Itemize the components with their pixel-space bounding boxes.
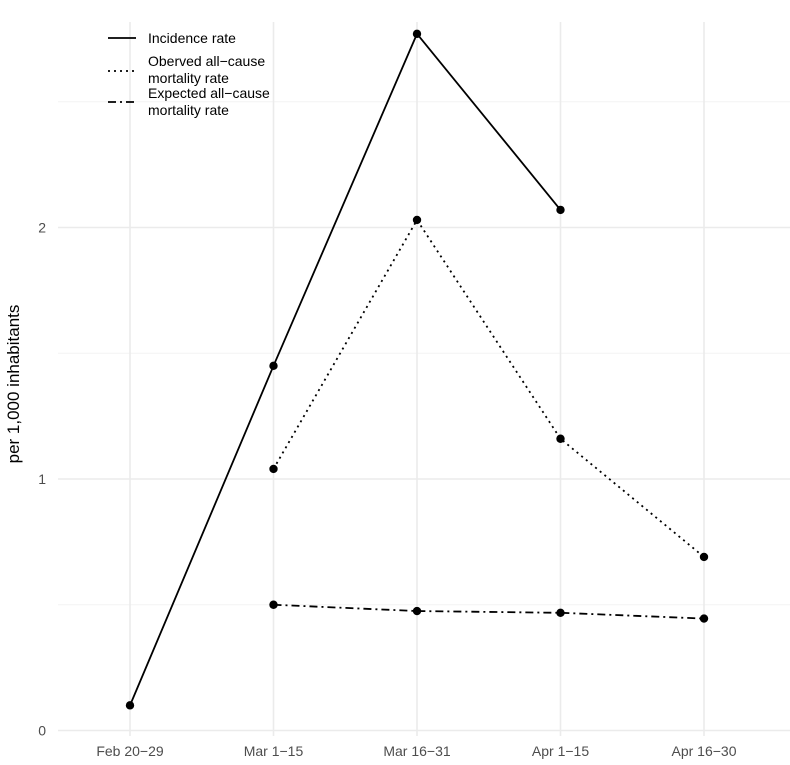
legend-label: Oberved all−cause: [148, 53, 265, 69]
data-point: [699, 552, 709, 562]
x-tick-label: Apr 1−15: [532, 743, 589, 759]
legend-label: Expected all−cause: [148, 85, 270, 101]
legend-label: mortality rate: [148, 102, 229, 118]
data-point: [412, 215, 422, 225]
series-1: [269, 215, 709, 562]
data-point: [412, 29, 422, 39]
y-tick-label: 2: [38, 220, 46, 236]
x-tick-label: Mar 1−15: [244, 743, 304, 759]
y-axis: 0 1 2: [38, 220, 46, 739]
grid: [58, 22, 790, 736]
data-point: [556, 205, 565, 215]
series-line: [273, 603, 705, 620]
x-tick-label: Apr 16−30: [672, 743, 737, 759]
series-0: [125, 29, 565, 710]
data-point: [125, 701, 135, 710]
data-point: [556, 608, 565, 617]
legend-label: mortality rate: [148, 70, 229, 86]
y-tick-label: 0: [38, 723, 46, 739]
legend-label: Incidence rate: [148, 30, 236, 46]
y-tick-label: 1: [38, 471, 46, 487]
x-tick-label: Feb 20−29: [96, 743, 164, 759]
x-tick-label: Mar 16−31: [383, 743, 451, 759]
y-axis-title: per 1,000 inhabitants: [4, 305, 23, 464]
data-point: [269, 600, 278, 609]
data-point: [412, 606, 422, 616]
series-layer: [125, 29, 709, 710]
series-2: [269, 600, 709, 623]
data-point: [699, 614, 709, 623]
series-line: [129, 32, 562, 706]
data-point: [269, 464, 278, 474]
data-point: [269, 361, 278, 371]
data-point: [556, 434, 565, 443]
series-line: [272, 218, 705, 558]
x-axis: Feb 20−29 Mar 1−15 Mar 16−31 Apr 1−15 Apr 16…: [96, 743, 736, 759]
